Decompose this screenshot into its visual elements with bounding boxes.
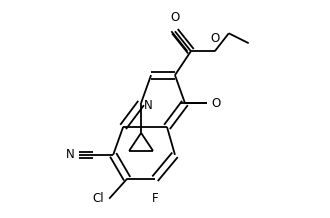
Text: O: O (212, 97, 221, 109)
Text: F: F (151, 192, 158, 205)
Text: O: O (210, 32, 219, 45)
Text: N: N (66, 148, 74, 161)
Text: Cl: Cl (93, 192, 104, 205)
Text: N: N (144, 99, 152, 112)
Text: O: O (170, 11, 180, 24)
